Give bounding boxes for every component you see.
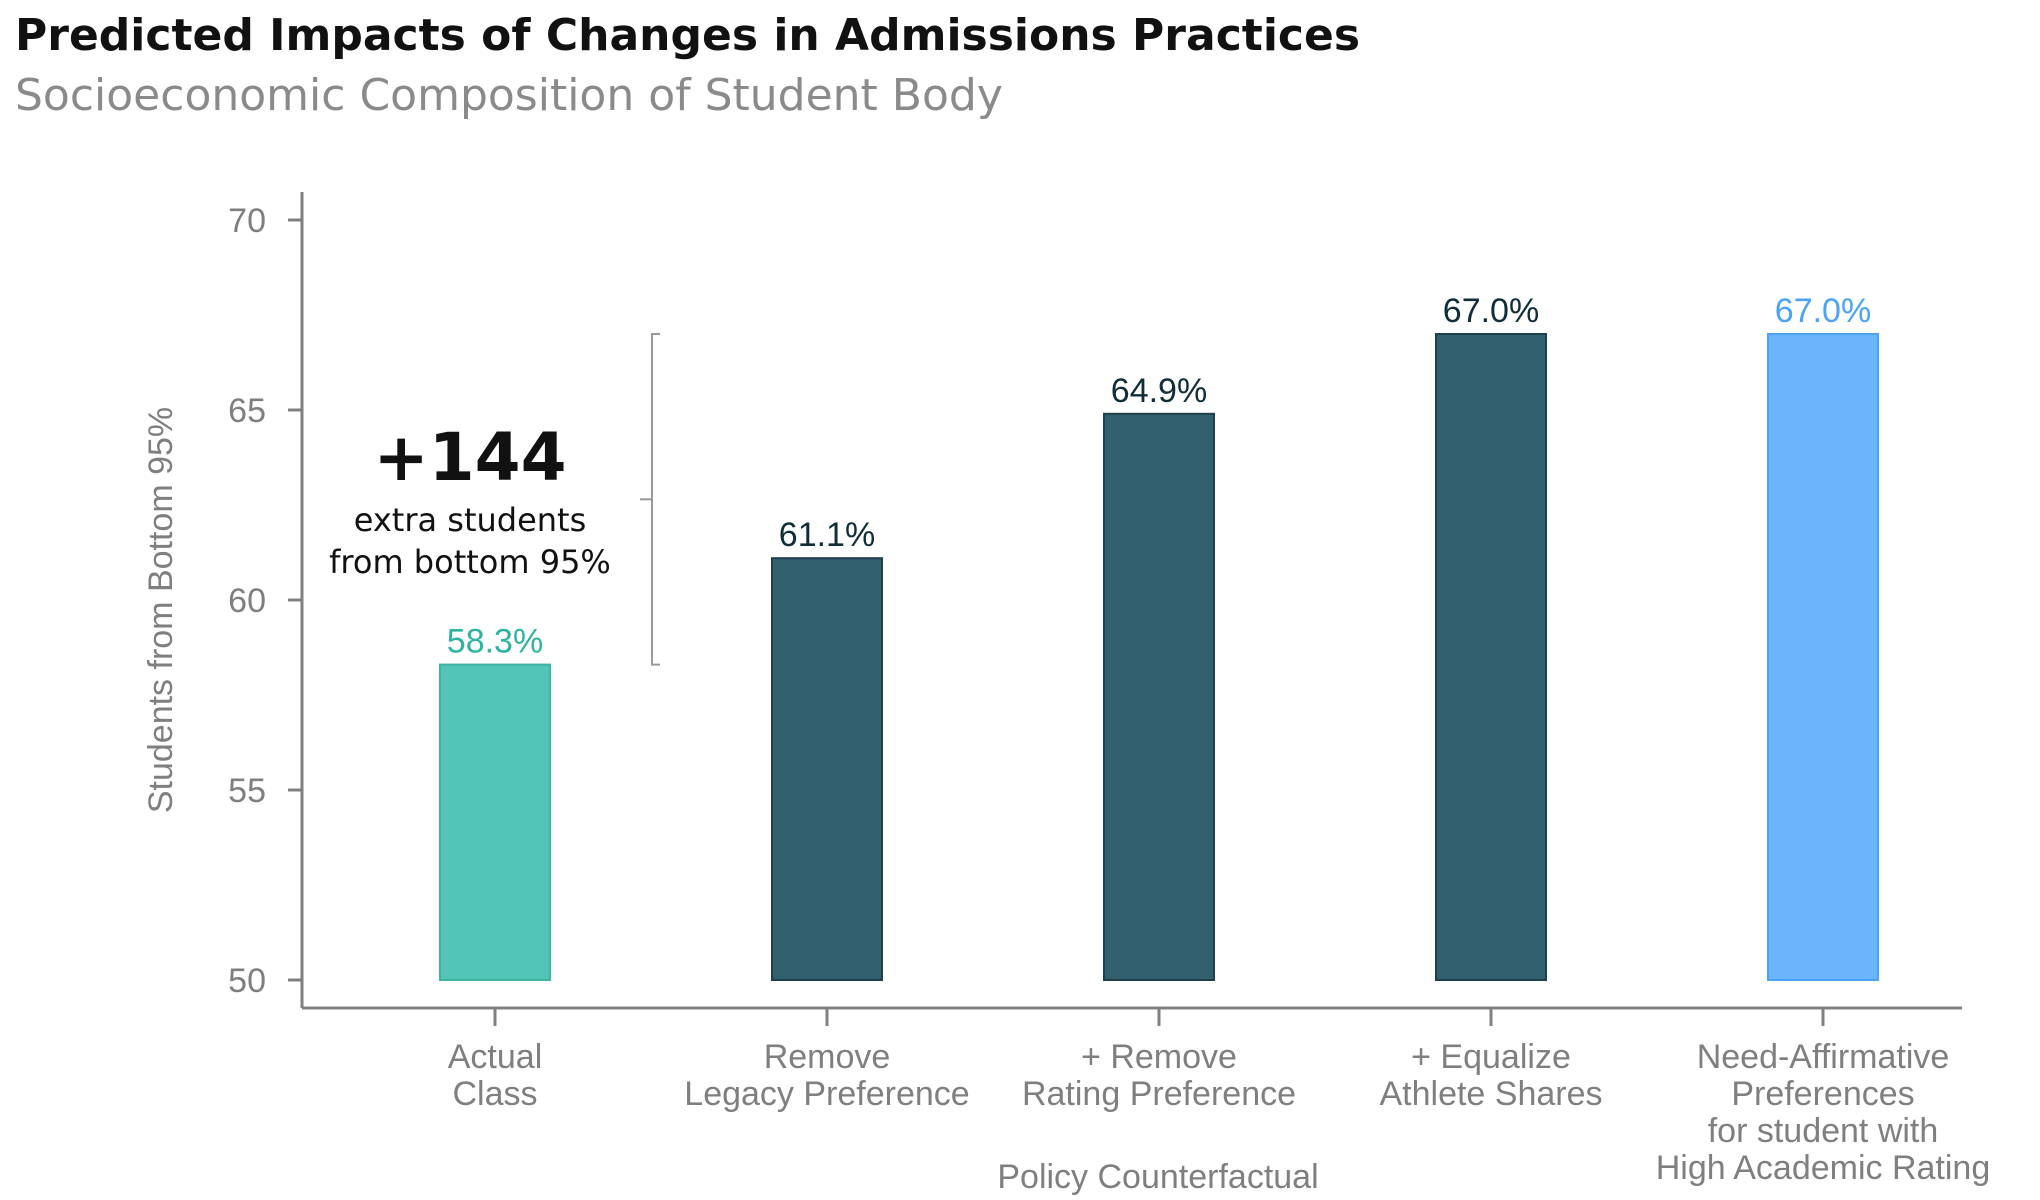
annotation-text: extra students (354, 501, 587, 539)
bar-value-label: 67.0% (1443, 292, 1539, 330)
x-axis-title: Policy Counterfactual (997, 1158, 1318, 1196)
annotation-value: +144 (373, 419, 566, 496)
y-tick-label: 60 (228, 582, 266, 620)
annotation-text: from bottom 95% (329, 543, 611, 581)
y-tick-label: 50 (228, 962, 266, 1000)
category-label: Need-Affirmative Preferences for student w… (1656, 1038, 1991, 1187)
bar-value-label: 64.9% (1111, 372, 1207, 410)
bar-value-label: 58.3% (447, 623, 543, 661)
y-axis-title: Students from Bottom 95% (142, 407, 180, 813)
category-label: Remove Legacy Preference (684, 1038, 969, 1113)
bar (1767, 333, 1879, 981)
y-tick-label: 70 (228, 202, 266, 240)
y-tick-label: 65 (228, 392, 266, 430)
bar-value-label: 61.1% (779, 516, 875, 554)
category-label: + Remove Rating Preference (1022, 1038, 1296, 1113)
y-tick-label: 55 (228, 772, 266, 810)
bar (771, 557, 883, 981)
chart-title: Predicted Impacts of Changes in Admissio… (15, 10, 1361, 61)
bar (1103, 412, 1215, 981)
category-label: + Equalize Athlete Shares (1379, 1038, 1602, 1113)
category-label: Actual Class (448, 1038, 543, 1113)
chart-subtitle: Socioeconomic Composition of Student Bod… (15, 70, 1003, 121)
bar (1435, 333, 1547, 981)
bar-value-label: 67.0% (1775, 292, 1871, 330)
annotation-bracket (651, 333, 660, 666)
bar (439, 663, 551, 981)
